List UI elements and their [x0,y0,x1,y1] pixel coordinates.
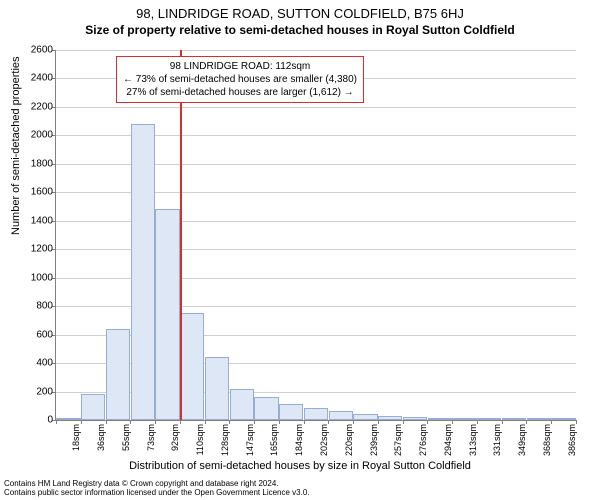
histogram-bar [81,394,105,420]
histogram-bar [502,418,526,420]
x-tick-label: 257sqm [393,424,403,456]
y-tick-label: 600 [36,329,53,340]
gridline [56,50,576,51]
footer-text: Contains HM Land Registry data © Crown c… [4,480,310,498]
x-tick-mark [229,420,230,424]
histogram-bar [452,418,476,420]
annotation-line-2: ← 73% of semi-detached houses are smalle… [123,73,357,86]
histogram-bar [155,209,179,420]
gridline [56,107,576,108]
histogram-bar [378,416,402,420]
histogram-bar [428,418,452,420]
x-tick-mark [403,420,404,424]
x-tick-mark [81,420,82,424]
reference-line [180,50,182,420]
histogram-bar [56,418,80,420]
x-tick-mark [526,420,527,424]
x-axis-label: Distribution of semi-detached houses by … [0,460,600,472]
y-tick-label: 1200 [31,244,53,255]
x-tick-mark [378,420,379,424]
annotation-box: 98 LINDRIDGE ROAD: 112sqm ← 73% of semi-… [116,56,364,103]
x-tick-label: 73sqm [146,424,156,451]
x-tick-label: 239sqm [369,424,379,456]
x-tick-label: 368sqm [542,424,552,456]
x-tick-label: 55sqm [121,424,131,451]
x-tick-label: 276sqm [418,424,428,456]
x-tick-mark [130,420,131,424]
y-tick-label: 1400 [31,215,53,226]
histogram-bar [180,313,204,420]
footer-line-2: Contains public sector information licen… [4,489,310,498]
histogram-bar [106,329,130,420]
x-tick-mark [576,420,577,424]
x-tick-label: 294sqm [443,424,453,456]
chart-subtitle: Size of property relative to semi-detach… [0,21,600,41]
x-tick-mark [328,420,329,424]
x-tick-mark [254,420,255,424]
x-tick-mark [353,420,354,424]
histogram-bar [403,417,427,420]
x-tick-label: 92sqm [170,424,180,451]
x-tick-mark [551,420,552,424]
y-tick-label: 800 [36,301,53,312]
x-tick-mark [180,420,181,424]
x-tick-mark [155,420,156,424]
annotation-line-1: 98 LINDRIDGE ROAD: 112sqm [123,60,357,73]
x-tick-label: 110sqm [195,424,205,455]
x-tick-mark [279,420,280,424]
y-tick-label: 1000 [31,272,53,283]
histogram-bar [353,414,377,420]
y-tick-label: 1600 [31,187,53,198]
x-tick-mark [106,420,107,424]
y-tick-label: 2200 [31,101,53,112]
x-tick-label: 313sqm [468,424,478,456]
y-tick-label: 1800 [31,158,53,169]
plot-area: 0200400600800100012001400160018002000220… [55,50,576,421]
x-tick-label: 147sqm [245,424,255,456]
histogram-bar [254,397,278,420]
histogram-bar [304,408,328,420]
x-tick-mark [427,420,428,424]
x-tick-label: 220sqm [344,424,354,456]
y-axis-label: Number of semi-detached properties [10,56,22,235]
chart-container: 98, LINDRIDGE ROAD, SUTTON COLDFIELD, B7… [0,0,600,500]
y-tick-label: 2000 [31,130,53,141]
x-tick-label: 18sqm [71,424,81,451]
histogram-bar [477,418,501,420]
y-tick-label: 400 [36,358,53,369]
histogram-bar [205,357,229,420]
histogram-bar [551,418,575,420]
x-tick-label: 128sqm [220,424,230,456]
x-tick-mark [477,420,478,424]
x-tick-mark [502,420,503,424]
histogram-bar [329,411,353,420]
histogram-bar [527,418,551,420]
x-tick-label: 165sqm [269,424,279,456]
x-tick-mark [452,420,453,424]
x-tick-label: 331sqm [492,424,502,456]
x-tick-label: 184sqm [294,424,304,456]
x-tick-mark [304,420,305,424]
y-tick-label: 2400 [31,73,53,84]
histogram-bar [131,124,155,420]
chart-title: 98, LINDRIDGE ROAD, SUTTON COLDFIELD, B7… [0,0,600,21]
x-tick-label: 202sqm [319,424,329,456]
x-tick-label: 386sqm [567,424,577,456]
x-tick-mark [205,420,206,424]
x-tick-label: 36sqm [96,424,106,451]
x-tick-label: 349sqm [517,424,527,456]
histogram-bar [230,389,254,420]
y-tick-label: 0 [47,415,53,426]
histogram-bar [279,404,303,420]
y-tick-label: 200 [36,386,53,397]
y-tick-label: 2600 [31,45,53,56]
annotation-line-3: 27% of semi-detached houses are larger (… [123,86,357,99]
x-tick-mark [56,420,57,424]
